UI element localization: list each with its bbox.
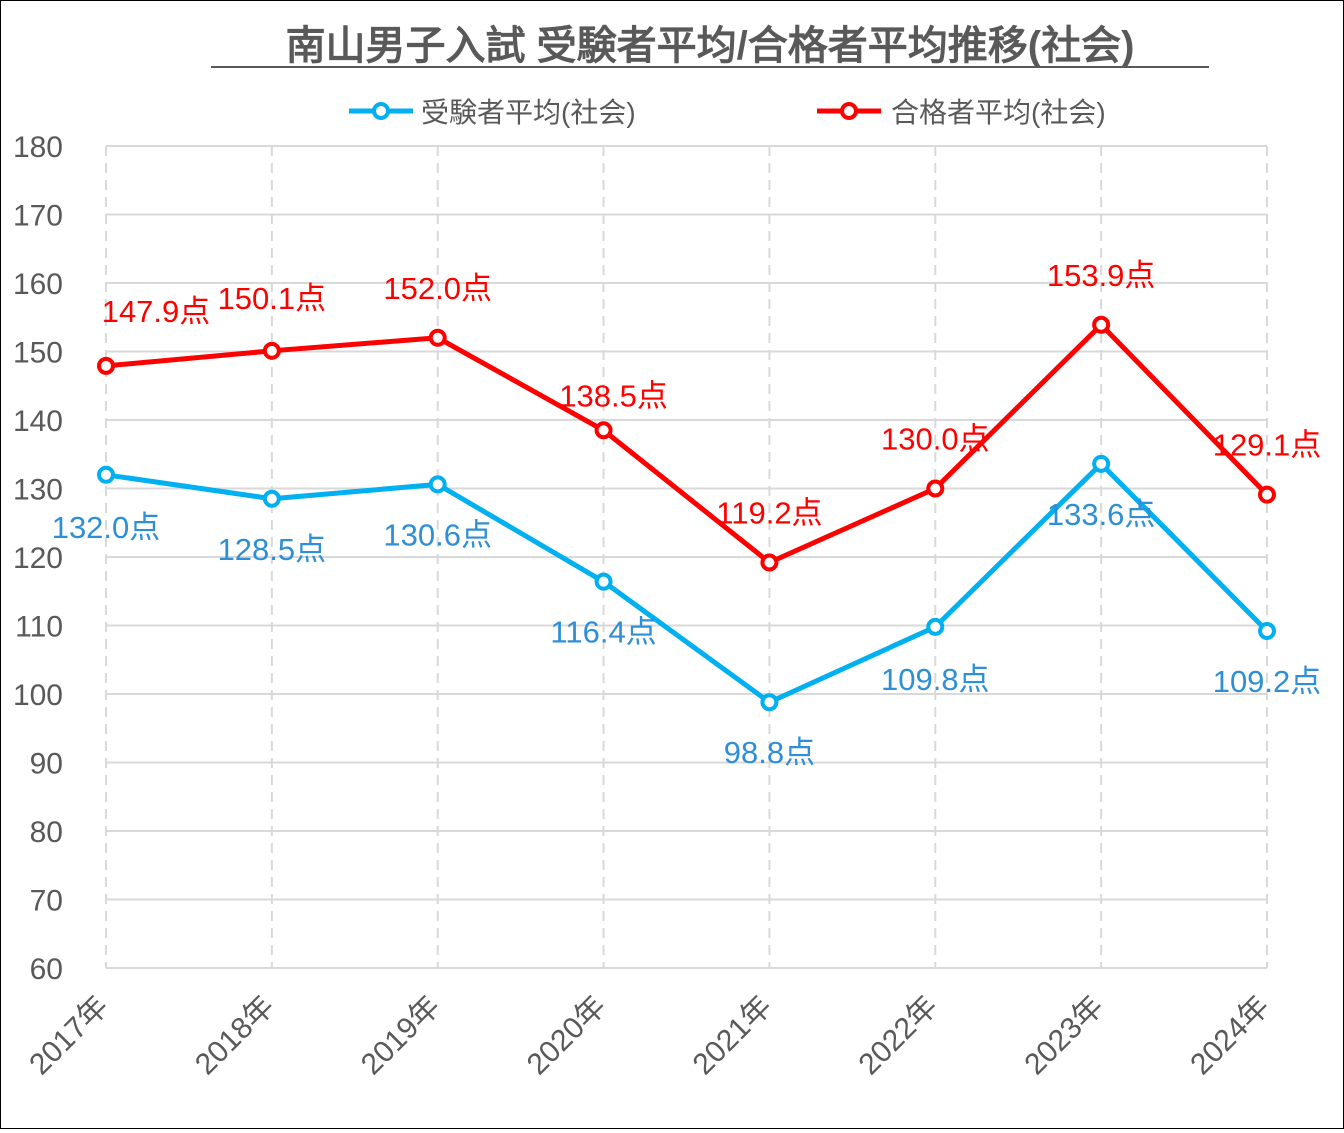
y-tick-label: 160 [13,268,63,301]
x-tick-label: 2017年 [23,990,115,1082]
data-point [428,328,447,347]
y-tick-label: 150 [13,337,63,370]
y-tick-label: 80 [30,816,63,849]
data-point [1258,621,1276,640]
data-point [1092,454,1111,473]
legend-item-passers: 合格者平均(社会) [817,97,1106,128]
data-point [262,341,281,360]
x-tick-label: 2023年 [1018,990,1110,1082]
legend-item-examinees: 受験者平均(社会) [349,97,636,128]
y-tick-label: 170 [13,200,63,233]
data-label: 130.0点 [881,422,990,457]
x-tick-label: 2019年 [355,990,447,1082]
data-label: 109.8点 [881,662,990,697]
data-label: 138.5点 [559,378,668,413]
y-tick-label: 180 [13,131,63,164]
y-tick-label: 120 [13,542,63,575]
data-label: 153.9点 [1047,258,1156,293]
data-point [97,465,115,484]
chart-title: 南山男子入試 受験者平均/合格者平均推移(社会) [286,24,1135,68]
y-tick-label: 130 [13,474,63,507]
data-point [760,553,779,572]
series-line [105,322,1269,565]
data-label: 116.4点 [550,615,656,650]
legend-label: 受験者平均(社会) [421,97,636,128]
data-label: 119.2点 [716,495,822,530]
data-point [428,475,447,494]
y-tick-label: 90 [30,748,63,781]
data-label: 132.0点 [52,510,161,545]
y-tick-label: 140 [13,405,63,438]
data-point [1092,315,1111,334]
data-point [594,572,613,591]
x-tick-label: 2020年 [521,990,613,1082]
data-label: 133.6点 [1047,497,1156,532]
series-line [105,461,1269,705]
y-tick-label: 110 [15,611,63,644]
x-tick-label: 2021年 [687,990,779,1082]
data-label: 147.9点 [102,294,211,329]
data-label: 130.6点 [383,517,492,552]
x-tick-label: 2024年 [1184,990,1276,1082]
data-label: 129.1点 [1213,428,1322,463]
data-point [262,489,281,508]
data-label: 128.5点 [218,532,327,567]
data-point [1258,485,1276,504]
x-tick-label: 2018年 [189,990,281,1082]
data-label: 150.1点 [218,281,327,316]
legend: 受験者平均(社会) 合格者平均(社会) [349,97,1106,128]
y-tick-label: 100 [13,679,63,712]
data-label: 109.2点 [1213,664,1322,699]
legend-label: 合格者平均(社会) [891,97,1106,128]
data-point [760,693,779,712]
data-label: 152.0点 [383,271,492,306]
data-point [97,356,115,375]
legend-marker [840,102,858,120]
data-point [926,479,945,498]
legend-marker [372,102,390,120]
data-label: 98.8点 [724,735,815,770]
y-tick-label: 70 [30,885,63,918]
x-tick-label: 2022年 [852,990,944,1082]
data-point [594,421,613,440]
y-tick-label: 60 [30,953,63,986]
data-point [926,617,945,636]
